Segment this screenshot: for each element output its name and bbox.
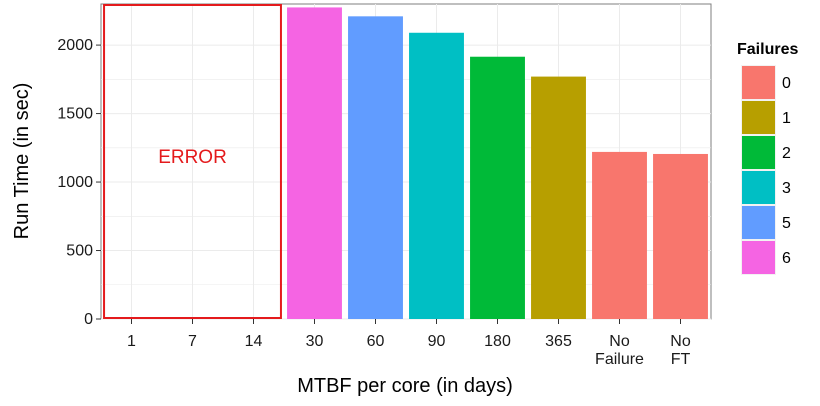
bars [287,7,708,320]
x-tick-label: Failure [595,351,644,368]
x-tick-label: 365 [545,333,572,350]
legend-swatch [742,241,775,274]
x-tick-label: FT [671,351,691,368]
legend-title: Failures [737,41,798,58]
legend-label: 2 [782,145,791,162]
x-tick-label: 14 [245,333,263,350]
x-tick-label: 1 [127,333,136,350]
x-tick-label: No [609,333,630,350]
y-axis-title: Run Time (in sec) [11,83,33,240]
legend-swatch [742,136,775,169]
y-tick-label: 1000 [57,174,93,191]
x-tick-label: 90 [428,333,446,350]
y-tick-label: 2000 [57,37,93,54]
bar-60 [348,16,403,320]
legend-swatch [742,206,775,239]
bar-365 [531,76,586,319]
legend-swatch [742,171,775,204]
bar-90 [409,32,464,320]
error-region: ERROR [103,4,282,319]
legend: Failures 0 1 2 3 5 6 [737,41,798,275]
legend-swatch [742,66,775,99]
y-tick-label: 500 [66,243,93,260]
legend-label: 3 [782,180,791,197]
legend-swatch [742,101,775,134]
error-box [103,4,282,319]
bar-no-failure [592,151,647,319]
error-label: ERROR [158,147,227,168]
legend-label: 1 [782,110,791,127]
bar-30 [287,7,342,319]
legend-label: 0 [782,75,791,92]
legend-label: 5 [782,215,791,232]
y-tick-label: 0 [84,311,93,328]
x-axis-title: MTBF per core (in days) [297,375,513,397]
bar-no-ft [653,153,708,319]
y-tick-label: 1500 [57,106,93,123]
x-tick-label: 60 [367,333,385,350]
x-tick-label: 7 [188,333,197,350]
x-tick-label: 30 [306,333,324,350]
legend-label: 6 [782,250,791,267]
bar-180 [470,56,525,319]
x-tick-label: 180 [484,333,511,350]
x-tick-label: No [670,333,691,350]
